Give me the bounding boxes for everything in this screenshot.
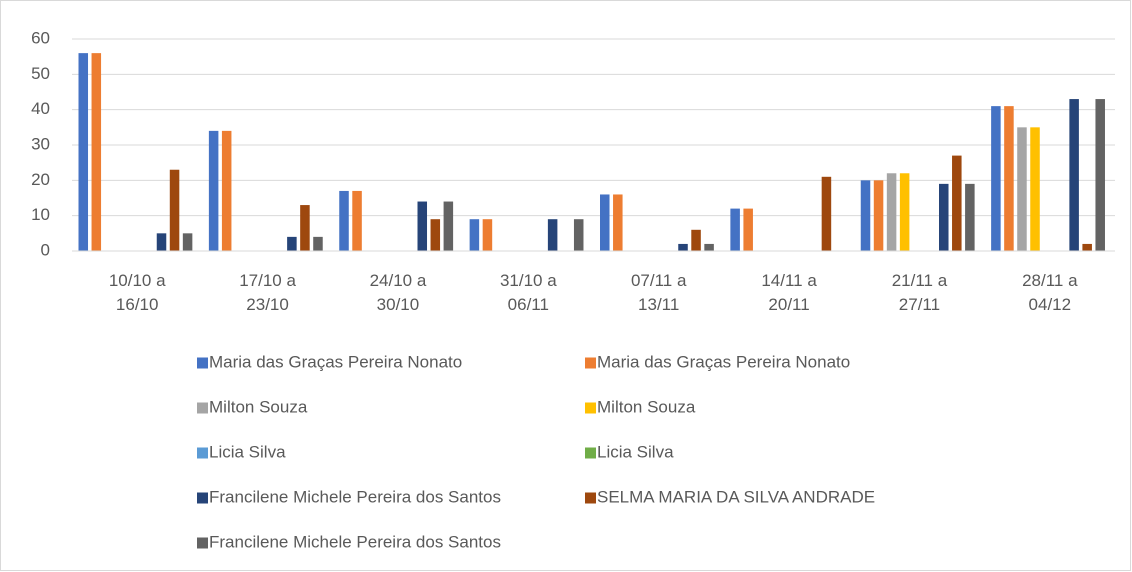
- y-tick-label: 50: [31, 64, 50, 83]
- legend-swatch: [585, 402, 596, 414]
- bar: [1082, 243, 1092, 251]
- bar: [182, 233, 193, 251]
- bar: [730, 208, 740, 251]
- bar: [91, 53, 102, 252]
- legend-label: SELMA MARIA DA SILVA ANDRADE: [597, 487, 875, 506]
- x-tick-label: 21/11 a 27/11: [892, 271, 948, 314]
- legend-swatch: [197, 447, 208, 459]
- legend-label: Licia Silva: [209, 442, 286, 461]
- y-tick-label: 10: [31, 205, 50, 224]
- bar: [991, 106, 1001, 251]
- legend-swatch: [585, 357, 596, 369]
- legend-label: Milton Souza: [597, 397, 696, 416]
- bar: [704, 243, 714, 251]
- y-tick-label: 30: [31, 134, 50, 153]
- x-tick-label: 10/10 a 16/10: [109, 271, 166, 314]
- bar: [1095, 99, 1105, 251]
- bar: [1069, 99, 1079, 251]
- legend-swatch: [585, 447, 596, 459]
- bar: [860, 180, 871, 251]
- bar: [169, 169, 180, 251]
- legend-label: Francilene Michele Pereira dos Santos: [209, 487, 501, 506]
- bar: [613, 194, 623, 251]
- x-tick-label: 28/11 a 04/12: [1022, 271, 1078, 314]
- bar: [573, 219, 584, 251]
- y-tick-label: 60: [31, 28, 50, 47]
- legend-swatch: [585, 492, 596, 504]
- bar: [678, 243, 688, 251]
- legend-label: Francilene Michele Pereira dos Santos: [209, 532, 501, 551]
- bar: [1004, 106, 1014, 251]
- bar: [547, 219, 558, 251]
- bar: [691, 229, 701, 251]
- bar: [482, 219, 493, 251]
- bar: [339, 190, 349, 251]
- bar: [156, 233, 167, 251]
- y-tick-label: 0: [41, 240, 50, 259]
- y-tick-label: 20: [31, 170, 50, 189]
- bar: [221, 130, 232, 251]
- bar: [939, 183, 949, 251]
- legend-swatch: [197, 357, 208, 369]
- legend-label: Maria das Graças Pereira Nonato: [209, 352, 462, 371]
- bar: [417, 201, 428, 251]
- bar: [952, 155, 962, 251]
- y-tick-label: 40: [31, 99, 50, 118]
- x-tick-label: 14/11 a 20/11: [761, 271, 817, 314]
- legend-swatch: [197, 402, 208, 414]
- bar: [300, 205, 310, 251]
- bar: [287, 236, 297, 251]
- legend-swatch: [197, 537, 208, 549]
- legend-swatch: [197, 492, 208, 504]
- bar: [965, 183, 975, 251]
- bar: [743, 208, 753, 251]
- x-tick-label: 07/11 a 13/11: [631, 271, 687, 314]
- bar: [443, 201, 454, 251]
- x-tick-label: 17/10 a 23/10: [239, 271, 296, 314]
- bar: [469, 219, 480, 251]
- bar: [821, 176, 832, 251]
- bar: [600, 194, 610, 251]
- bar: [886, 173, 897, 251]
- x-tick-label: 31/10 a 06/11: [500, 271, 557, 314]
- legend-label: Milton Souza: [209, 397, 308, 416]
- bar: [352, 190, 362, 251]
- bar: [430, 219, 441, 251]
- bar: [1030, 127, 1040, 251]
- bar: [208, 130, 219, 251]
- bar: [78, 53, 89, 252]
- bar: [873, 180, 884, 251]
- bar: [899, 173, 910, 251]
- legend-label: Licia Silva: [597, 442, 674, 461]
- x-tick-label: 24/10 a 30/10: [370, 271, 427, 314]
- legend-label: Maria das Graças Pereira Nonato: [597, 352, 850, 371]
- bar: [1017, 127, 1027, 251]
- bar: [313, 236, 323, 251]
